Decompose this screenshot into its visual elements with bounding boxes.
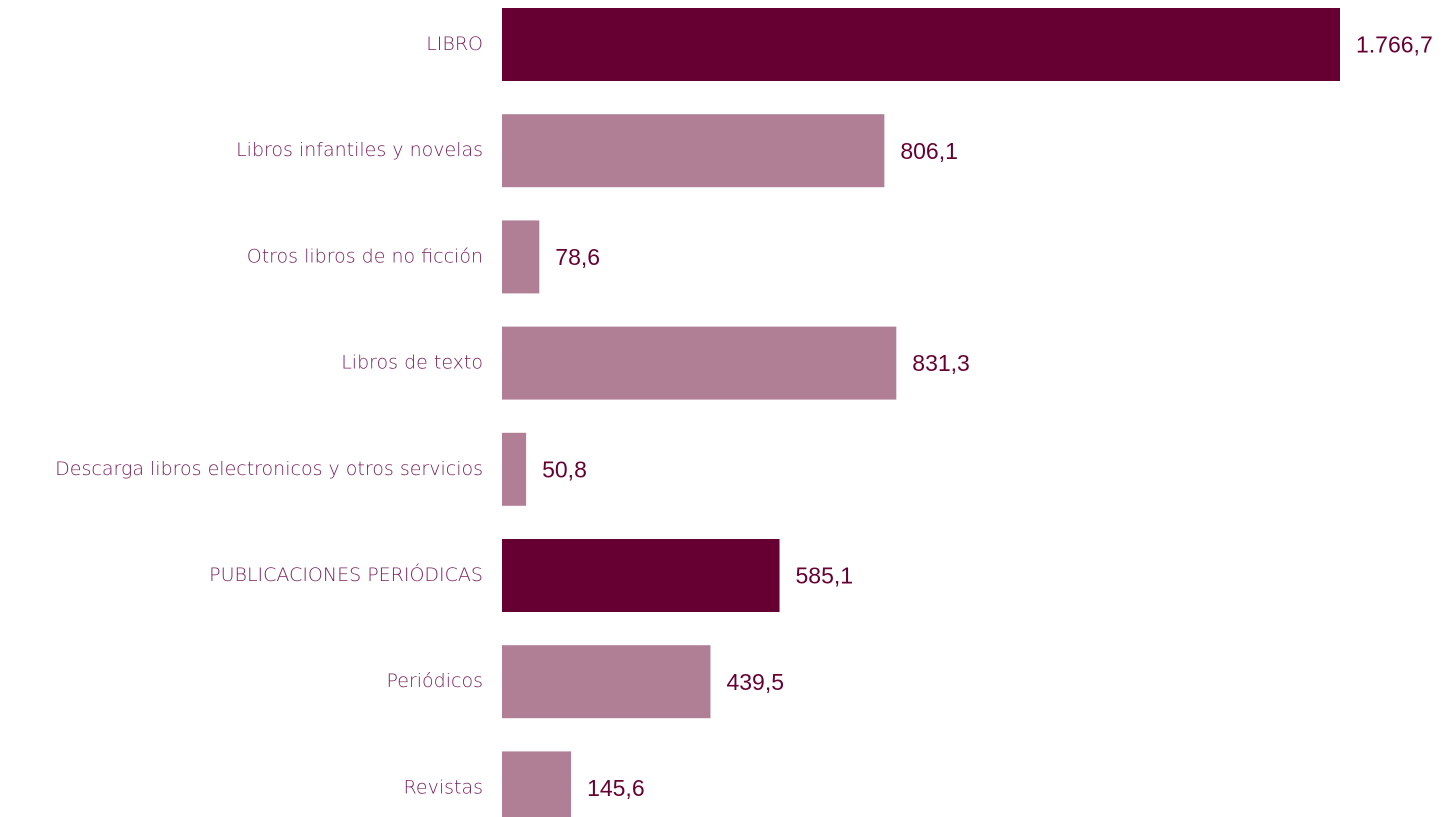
value-label: 439,5 bbox=[726, 669, 784, 695]
category-label: Libros de texto bbox=[341, 352, 483, 374]
category-label: PUBLICACIONES PERIÓDICAS bbox=[209, 562, 483, 586]
category-label: Otros libros de no ficción bbox=[247, 245, 483, 267]
bar bbox=[502, 539, 780, 612]
category-label: Libros infantiles y novelas bbox=[236, 139, 483, 161]
bar bbox=[502, 645, 711, 719]
bar bbox=[502, 326, 897, 400]
value-label: 831,3 bbox=[912, 350, 970, 376]
category-label: Periódicos bbox=[387, 670, 484, 692]
bar bbox=[502, 220, 540, 294]
value-label: 145,6 bbox=[587, 775, 645, 801]
category-label: LIBRO bbox=[426, 33, 483, 55]
value-label: 50,8 bbox=[542, 456, 587, 482]
category-label: Descarga libros electronicos y otros ser… bbox=[55, 458, 483, 480]
bar bbox=[502, 8, 1340, 81]
bar bbox=[502, 114, 885, 188]
value-label: 806,1 bbox=[900, 138, 958, 164]
bar bbox=[502, 432, 527, 506]
category-label: Revistas bbox=[404, 776, 483, 798]
value-label: 585,1 bbox=[796, 563, 854, 589]
bar bbox=[502, 751, 572, 817]
value-label: 1.766,7 bbox=[1356, 32, 1433, 58]
value-label: 78,6 bbox=[555, 244, 600, 270]
